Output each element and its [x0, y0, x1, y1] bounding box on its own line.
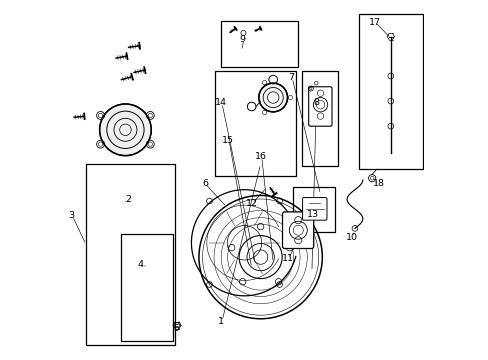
- Text: 15: 15: [222, 136, 234, 145]
- Bar: [121, 234, 173, 341]
- Bar: [86, 164, 174, 345]
- Text: 5: 5: [173, 324, 179, 333]
- Text: 18: 18: [372, 179, 384, 188]
- Text: 3: 3: [68, 211, 75, 220]
- Text: 17: 17: [368, 18, 381, 27]
- Text: 11: 11: [281, 255, 293, 264]
- Text: 8: 8: [313, 98, 319, 107]
- Bar: [359, 14, 422, 169]
- FancyBboxPatch shape: [302, 198, 326, 220]
- Text: 7: 7: [287, 73, 293, 82]
- Bar: [215, 71, 296, 176]
- Bar: [301, 71, 337, 166]
- Text: 1: 1: [218, 317, 224, 326]
- Text: 14: 14: [215, 98, 227, 107]
- Text: 4: 4: [137, 260, 143, 269]
- Text: 6: 6: [202, 179, 207, 188]
- Bar: [292, 187, 334, 232]
- Text: 16: 16: [254, 152, 266, 161]
- Text: 13: 13: [306, 210, 318, 219]
- Circle shape: [100, 104, 151, 156]
- Text: 9: 9: [239, 35, 245, 44]
- Circle shape: [258, 83, 287, 112]
- Text: 12: 12: [245, 199, 257, 208]
- Text: 10: 10: [346, 233, 357, 242]
- FancyBboxPatch shape: [308, 87, 331, 126]
- Bar: [221, 22, 298, 67]
- FancyBboxPatch shape: [282, 212, 313, 248]
- Text: 2: 2: [125, 195, 131, 204]
